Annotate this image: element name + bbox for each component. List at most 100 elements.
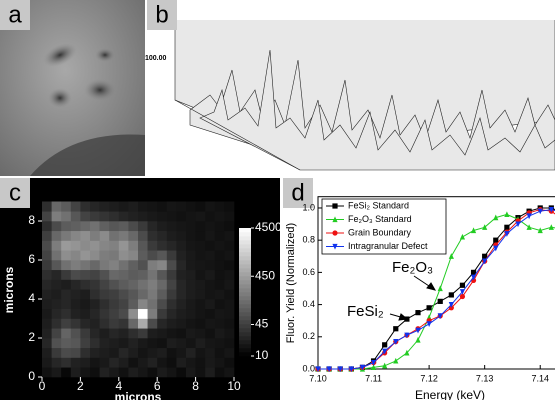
heat-cell	[157, 279, 168, 290]
heat-cell	[224, 318, 235, 329]
heat-cell	[70, 318, 81, 329]
heat-cell	[80, 367, 91, 378]
heat-cell	[80, 289, 91, 300]
y-axis-label: Fluor. Yield (Normalized)	[285, 223, 297, 343]
x-tick-label: 0	[39, 379, 46, 393]
heat-cell	[128, 260, 139, 271]
data-point	[415, 336, 421, 343]
heat-cell	[99, 240, 110, 251]
heat-cell	[176, 250, 187, 261]
heat-cell	[195, 328, 206, 339]
heat-cell	[109, 221, 120, 232]
data-point	[482, 253, 488, 259]
panel-b-surface	[174, 20, 555, 171]
colorbar-step	[239, 344, 251, 349]
colorbar-step	[239, 284, 251, 289]
heat-cell	[214, 338, 225, 349]
heat-cell	[166, 338, 177, 349]
heat-cell	[138, 230, 148, 241]
heat-cell	[99, 221, 110, 232]
heat-cell	[147, 299, 158, 310]
heat-cell	[138, 328, 148, 339]
heat-cell	[109, 357, 120, 368]
heat-cell	[42, 289, 52, 300]
colorbar-step	[239, 316, 251, 321]
data-point	[537, 227, 543, 234]
heat-cell	[205, 260, 216, 271]
heat-cell	[51, 347, 62, 358]
heat-cell	[70, 299, 81, 310]
x-tick-label: 7.10	[309, 373, 327, 383]
heat-cell	[109, 338, 120, 349]
heat-cell	[195, 308, 206, 319]
heat-cell	[118, 308, 129, 319]
data-point	[382, 342, 388, 348]
heat-cell	[90, 328, 100, 339]
heat-cell	[157, 269, 168, 280]
data-point	[548, 206, 554, 213]
heat-cell	[80, 308, 91, 319]
y-tick-label: 2	[28, 330, 35, 344]
heat-cell	[70, 240, 81, 251]
heat-cell	[224, 221, 235, 232]
heat-cell	[42, 279, 52, 290]
heat-cell	[51, 260, 62, 271]
plot-frame	[317, 196, 555, 370]
heat-cell	[224, 357, 235, 368]
heat-cell	[99, 357, 110, 368]
heat-cell	[118, 328, 129, 339]
heat-cell	[186, 318, 196, 329]
data-point	[459, 233, 466, 240]
panel-label-box	[283, 178, 313, 208]
heat-cell	[205, 279, 216, 290]
heat-cell	[99, 299, 110, 310]
annotation: FeSi₂	[347, 303, 384, 320]
heat-cell	[109, 279, 120, 290]
heat-cell	[90, 201, 100, 212]
data-point	[459, 282, 466, 288]
heat-cell	[128, 221, 139, 232]
heat-cell	[42, 328, 52, 339]
heat-cell	[138, 240, 148, 251]
heat-cell	[224, 250, 235, 261]
heat-cell	[90, 230, 100, 241]
heat-cell	[205, 269, 216, 280]
heat-cell	[176, 201, 187, 212]
heat-cell	[61, 318, 72, 329]
heat-cell	[214, 279, 225, 290]
heat-cell	[90, 211, 100, 222]
heat-cell	[138, 269, 148, 280]
x-tick-label: 8	[192, 379, 199, 393]
heat-cell	[90, 279, 100, 290]
heat-cell	[128, 367, 139, 378]
heat-cell	[118, 230, 129, 241]
heat-cell	[138, 357, 148, 368]
heat-cell	[42, 269, 52, 280]
y-tick-label: 0.8	[302, 235, 315, 245]
y-tick-label: 0.6	[302, 267, 315, 277]
heat-cell	[80, 357, 91, 368]
heat-cell	[51, 308, 62, 319]
heat-cell	[224, 308, 235, 319]
panel-label-box	[0, 0, 30, 30]
heat-cell	[51, 289, 62, 300]
heat-cell	[42, 240, 52, 251]
heat-cell	[118, 269, 129, 280]
heat-cell	[214, 211, 225, 222]
colorbar-step	[239, 248, 251, 253]
heat-cell	[195, 289, 206, 300]
panel-label-box	[0, 178, 30, 208]
heat-cell	[138, 308, 148, 319]
heat-cell	[128, 347, 139, 358]
heat-cell	[176, 367, 187, 378]
heat-cell	[80, 221, 91, 232]
heat-cell	[186, 328, 196, 339]
x-tick-label: 7.13	[476, 373, 494, 383]
data-point	[332, 216, 338, 223]
heat-cell	[138, 201, 148, 212]
heat-cell	[157, 289, 168, 300]
heat-cell	[186, 338, 196, 349]
heat-cell	[195, 260, 206, 271]
heat-cell	[99, 308, 110, 319]
colorbar-step	[239, 276, 251, 281]
